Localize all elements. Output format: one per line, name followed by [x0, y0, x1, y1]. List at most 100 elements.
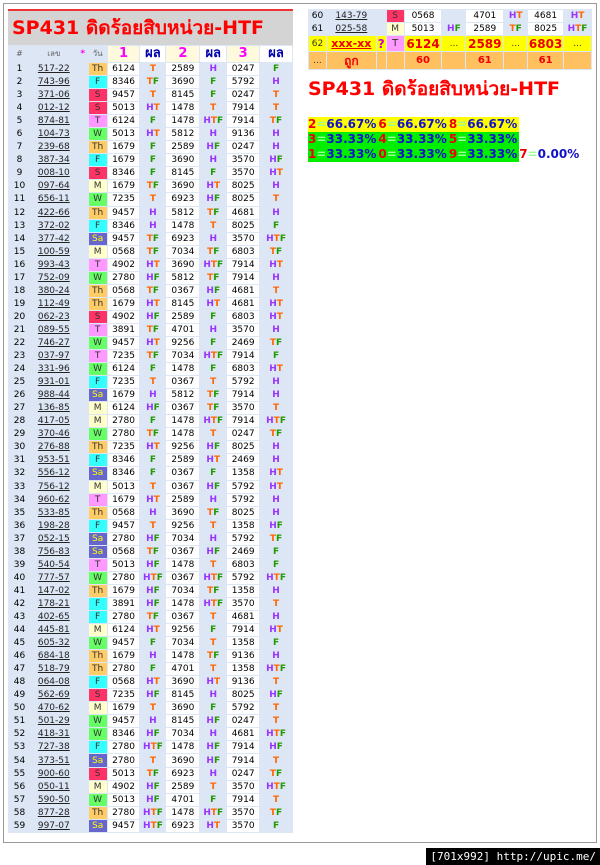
lek-link[interactable]: 178-21 [29, 596, 78, 611]
lek-link[interactable]: 874-81 [29, 114, 78, 129]
row-num: 18 [8, 283, 31, 298]
lek-link[interactable]: 100-59 [29, 244, 78, 259]
lek-link[interactable]: 064-08 [29, 675, 78, 690]
lek-link[interactable]: 370-46 [29, 427, 78, 442]
result-letter: F [153, 559, 160, 570]
lek-link[interactable]: 097-64 [29, 179, 78, 194]
lek-link[interactable]: 418-31 [29, 727, 78, 742]
lek-link[interactable]: 517-22 [29, 61, 78, 77]
lek-link[interactable]: 037-97 [29, 349, 78, 364]
lek-link[interactable]: 371-06 [29, 88, 78, 103]
result-1: F [139, 466, 167, 481]
lek-link[interactable]: 684-18 [29, 649, 78, 664]
number-1: 1679 [106, 388, 141, 403]
lek-link[interactable]: 470-62 [29, 701, 78, 716]
lek-link[interactable]: 743-96 [29, 75, 78, 90]
table-row: 27 136-85 M 6124 HF 0367 TF 3570 T [8, 401, 293, 416]
result-letter: F [272, 559, 280, 570]
lek-link[interactable]: 025-58 [325, 22, 377, 37]
result-1: HF [139, 779, 167, 794]
result-3: HT [259, 479, 293, 494]
lek-link[interactable]: 198-28 [29, 518, 78, 533]
result-letter: F [213, 403, 220, 414]
lek-link[interactable]: 331-96 [29, 362, 78, 377]
lek-link[interactable]: 993-43 [29, 257, 78, 272]
lek-link[interactable]: 953-51 [29, 453, 78, 468]
lek-link[interactable]: 727-38 [29, 740, 78, 755]
lek-link[interactable]: 136-85 [29, 401, 78, 416]
lek-link[interactable]: 112-49 [29, 296, 78, 311]
lek-link[interactable]: 147-02 [29, 583, 78, 598]
lek-link[interactable]: 422-66 [29, 205, 78, 220]
star [76, 753, 89, 768]
lek-link[interactable]: 104-73 [29, 127, 78, 142]
lek-link[interactable]: 756-83 [29, 544, 78, 559]
lek-link[interactable]: 445-81 [29, 623, 78, 638]
lek-link[interactable]: 239-68 [29, 140, 78, 155]
number-3: 0247 [226, 140, 261, 155]
table-row: 57 590-50 W 5013 HF 4701 F 7914 T [8, 792, 293, 807]
lek-link[interactable]: 050-11 [29, 779, 78, 794]
lek-link[interactable]: 387-34 [29, 153, 78, 168]
lek-link[interactable]: 008-10 [29, 166, 78, 181]
lek-link[interactable]: 372-02 [29, 218, 78, 233]
result-1: HT [139, 127, 167, 142]
lek-link[interactable]: 417-05 [29, 414, 78, 429]
result-letter: H [146, 494, 154, 505]
lek-link[interactable]: 988-44 [29, 388, 78, 403]
lek-link[interactable]: 997-07 [29, 818, 78, 833]
lek-link[interactable]: 012-12 [29, 101, 78, 116]
lek-link[interactable]: 402-65 [29, 609, 78, 625]
lek-link[interactable]: 931-01 [29, 375, 78, 390]
result-letter: T [273, 572, 280, 583]
result-3: HT [259, 623, 293, 638]
result-letter: H [269, 364, 277, 375]
lek-link[interactable]: 746-27 [29, 335, 78, 351]
result-letter: T [207, 390, 214, 401]
result-letter: T [150, 820, 157, 831]
result-3: HT [259, 309, 293, 324]
lek-link[interactable]: 752-09 [29, 270, 78, 285]
lek-link[interactable]: 062-23 [29, 309, 78, 324]
table-row: 21 089-55 T 3891 TF 4701 H 3570 H [8, 322, 293, 337]
result-letter: H [570, 11, 579, 22]
lek-link[interactable]: 501-29 [29, 714, 78, 729]
result-letter: F [210, 625, 217, 636]
table-row: 5 874-81 T 6124 F 1478 HTF 7914 TF [8, 114, 293, 129]
table-header: # เลข * วัน 1 ผล 2 ผล 3 ผล [8, 45, 293, 63]
day-badge: S [87, 688, 108, 703]
result-letter: H [203, 416, 211, 427]
lek-link[interactable]: 533-85 [29, 505, 78, 520]
stat-equals: = [457, 132, 468, 146]
result-letter: F [217, 598, 224, 609]
result-3: F [259, 818, 293, 833]
result-1: T [139, 753, 167, 768]
lek-link[interactable]: 540-54 [29, 557, 78, 572]
lek-link[interactable]: 143-79 [325, 8, 377, 24]
lek-link[interactable]: 518-79 [29, 662, 78, 677]
lek-link[interactable]: 590-50 [29, 792, 78, 807]
lek-link[interactable]: 089-55 [29, 322, 78, 337]
hit-count-row: ... ถูก 60 61 61 [308, 51, 592, 71]
lek-link[interactable]: 556-12 [29, 466, 78, 481]
lek-link[interactable]: 877-28 [29, 805, 78, 820]
lek-link[interactable]: 900-60 [29, 766, 78, 781]
lek-link[interactable]: 052-15 [29, 531, 78, 546]
row-num: 59 [8, 818, 31, 833]
lek-link[interactable]: 756-12 [29, 479, 78, 494]
lek-link[interactable]: 562-69 [29, 688, 78, 703]
lek-link[interactable]: 377-42 [29, 231, 78, 246]
lek-link[interactable]: 605-32 [29, 636, 78, 651]
lek-link[interactable]: 777-57 [29, 570, 78, 585]
lek-link[interactable]: 656-11 [29, 192, 78, 207]
number-2: 3690 [165, 75, 201, 90]
lek-link[interactable]: 373-51 [29, 753, 78, 768]
result-letter: H [149, 716, 157, 727]
lek-link[interactable]: 276-88 [29, 440, 78, 455]
number-3: 2469 [226, 544, 261, 559]
lek-link[interactable]: 960-62 [29, 492, 78, 507]
result-letter: F [279, 729, 286, 740]
result-3: HT [259, 257, 293, 272]
lek-link[interactable]: 380-24 [29, 283, 78, 298]
next-lek[interactable]: xxx-xx [325, 35, 377, 53]
